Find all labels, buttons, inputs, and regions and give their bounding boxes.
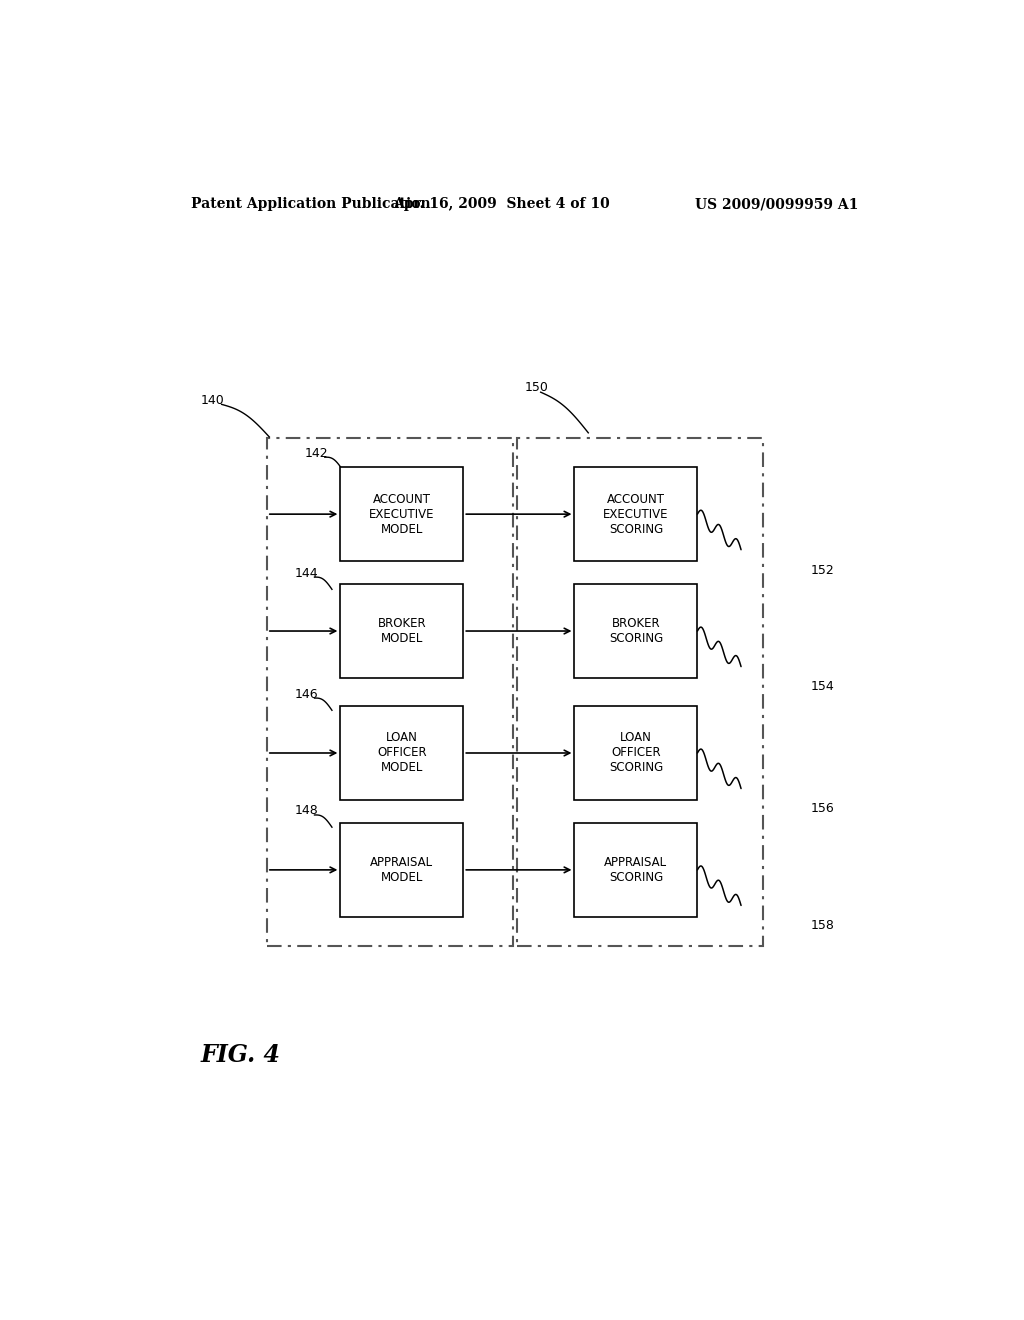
Text: 154: 154 <box>811 680 835 693</box>
Text: BROKER
SCORING: BROKER SCORING <box>609 616 663 645</box>
Text: 158: 158 <box>811 919 835 932</box>
Text: 150: 150 <box>524 380 549 393</box>
Text: 144: 144 <box>295 566 318 579</box>
Text: APPRAISAL
MODEL: APPRAISAL MODEL <box>371 855 433 884</box>
Text: 142: 142 <box>304 446 328 459</box>
Text: APPRAISAL
SCORING: APPRAISAL SCORING <box>604 855 668 884</box>
Text: 148: 148 <box>295 804 318 817</box>
Text: US 2009/0099959 A1: US 2009/0099959 A1 <box>694 197 858 211</box>
Text: LOAN
OFFICER
SCORING: LOAN OFFICER SCORING <box>609 731 663 775</box>
FancyBboxPatch shape <box>340 706 463 800</box>
Text: ACCOUNT
EXECUTIVE
SCORING: ACCOUNT EXECUTIVE SCORING <box>603 492 669 536</box>
Text: 146: 146 <box>295 688 318 701</box>
Text: 156: 156 <box>811 803 835 816</box>
FancyBboxPatch shape <box>574 467 697 561</box>
Text: Apr. 16, 2009  Sheet 4 of 10: Apr. 16, 2009 Sheet 4 of 10 <box>392 197 609 211</box>
Text: 140: 140 <box>201 393 224 407</box>
FancyBboxPatch shape <box>340 585 463 677</box>
FancyBboxPatch shape <box>574 585 697 677</box>
Text: LOAN
OFFICER
MODEL: LOAN OFFICER MODEL <box>377 731 427 775</box>
Text: BROKER
MODEL: BROKER MODEL <box>378 616 426 645</box>
FancyBboxPatch shape <box>340 824 463 916</box>
Text: ACCOUNT
EXECUTIVE
MODEL: ACCOUNT EXECUTIVE MODEL <box>369 492 434 536</box>
FancyBboxPatch shape <box>574 706 697 800</box>
FancyBboxPatch shape <box>340 467 463 561</box>
FancyBboxPatch shape <box>574 824 697 916</box>
Text: 152: 152 <box>811 564 835 577</box>
Text: Patent Application Publication: Patent Application Publication <box>191 197 431 211</box>
Text: FIG. 4: FIG. 4 <box>201 1043 281 1067</box>
